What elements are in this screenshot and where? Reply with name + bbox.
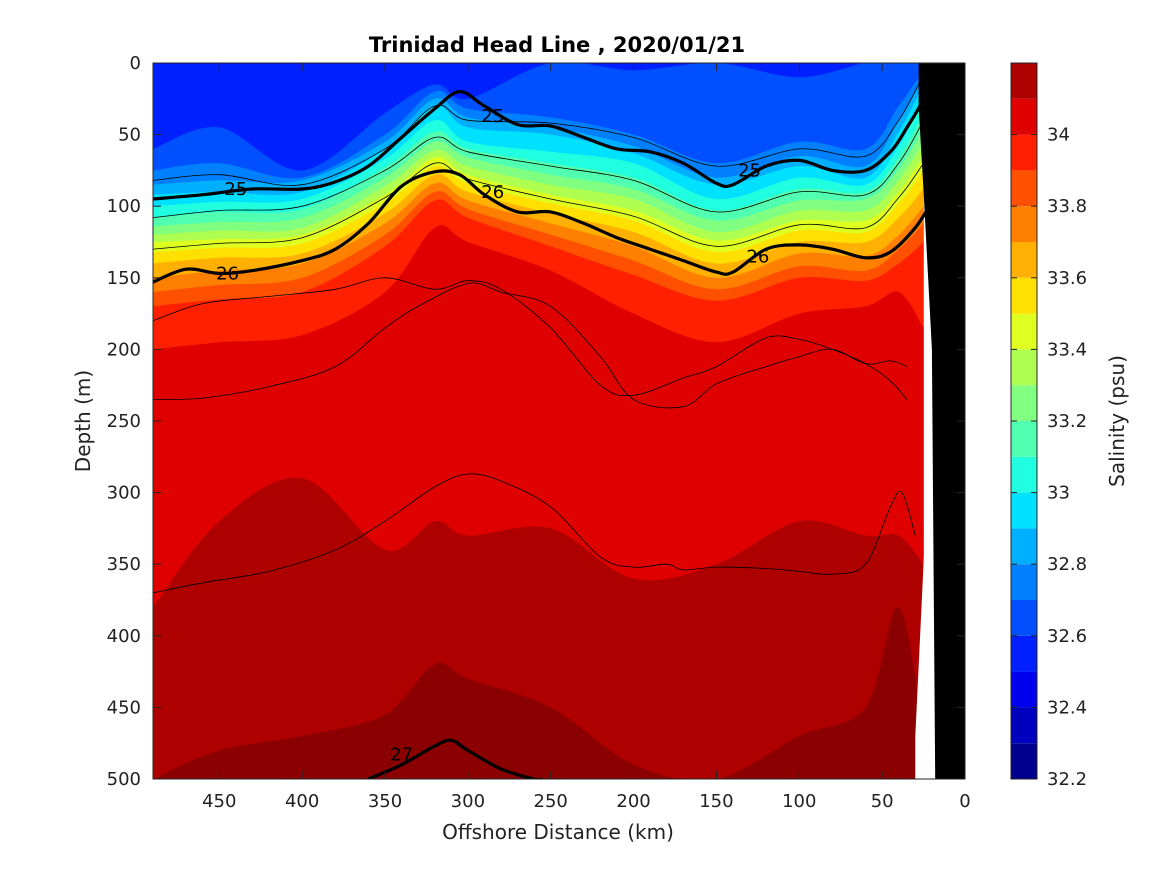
colorbar-swatch-0 — [1011, 743, 1037, 779]
isopycnal-label-26-2: 26 — [746, 246, 769, 267]
thin-contour-5 — [153, 473, 916, 594]
y-tick-label: 250 — [107, 411, 141, 432]
x-tick-label: 50 — [871, 791, 894, 812]
isopycnal-label-25-1: 25 — [481, 106, 504, 127]
x-tick-label: 350 — [368, 791, 402, 812]
colorbar-swatch-12 — [1011, 313, 1037, 350]
colorbar-swatch-16 — [1011, 170, 1037, 207]
bathymetry-mask — [915, 63, 965, 779]
isopycnal-label-27-0: 27 — [390, 745, 413, 766]
x-tick-label: 0 — [959, 791, 970, 812]
x-tick-label: 400 — [285, 791, 319, 812]
thin-contour-0 — [153, 74, 924, 186]
x-tick-label: 100 — [782, 791, 816, 812]
colorbar-swatch-7 — [1011, 492, 1037, 529]
x-tick-label: 200 — [616, 791, 650, 812]
y-tick-label: 150 — [107, 268, 141, 289]
thin-contour-2 — [153, 162, 924, 250]
y-tick-label: 0 — [130, 53, 141, 74]
colorbar-tick-label: 32.8 — [1047, 554, 1087, 575]
colorbar-swatch-4 — [1011, 600, 1037, 636]
x-axis-ticks: 450 400 350 300 250 200 150 100 50 0 — [202, 63, 971, 812]
thin-contour-4 — [153, 282, 908, 409]
plot-area: 25 25 25 26 26 26 27 — [153, 63, 965, 779]
y-tick-label: 100 — [107, 196, 141, 217]
thin-contour-1 — [153, 120, 924, 219]
y-tick-label: 400 — [107, 626, 141, 647]
colorbar-swatch-10 — [1011, 385, 1037, 421]
chart-title: Trinidad Head Line , 2020/01/21 — [369, 33, 745, 57]
colorbar-swatch-5 — [1011, 564, 1037, 600]
salinity-layer-16 — [153, 477, 924, 779]
colorbar-swatch-18 — [1011, 98, 1037, 135]
isopycnal-label-25-2: 25 — [738, 160, 761, 181]
x-tick-label: 150 — [699, 791, 733, 812]
salinity-fill-layers — [153, 63, 924, 779]
colorbar-tick-label: 33.4 — [1047, 339, 1087, 360]
y-axis-ticks: 0 50 100 150 200 250 300 350 400 450 500 — [107, 53, 965, 790]
colorbar-label: Salinity (psu) — [1105, 355, 1129, 487]
isopycnal-26 — [153, 169, 934, 284]
y-axis-label: Depth (m) — [71, 370, 95, 472]
y-tick-label: 450 — [107, 697, 141, 718]
x-tick-label: 300 — [451, 791, 485, 812]
colorbar-tick-label: 34 — [1047, 125, 1070, 146]
colorbar-tick-label: 33.8 — [1047, 196, 1087, 217]
colorbar-tick-label: 33.6 — [1047, 268, 1087, 289]
isopycnal-contours: 25 25 25 26 26 26 27 — [153, 69, 934, 779]
x-tick-label: 250 — [534, 791, 568, 812]
colorbar-swatch-8 — [1011, 456, 1037, 493]
y-tick-label: 300 — [107, 483, 141, 504]
colorbar-swatch-9 — [1011, 421, 1037, 457]
isopycnal-label-25-0: 25 — [224, 179, 247, 200]
isopycnal-label-26-0: 26 — [216, 264, 239, 285]
y-tick-label: 200 — [107, 339, 141, 360]
colorbar-tick-label: 32.4 — [1047, 697, 1087, 718]
colorbar-tick-label: 33.2 — [1047, 411, 1087, 432]
y-tick-label: 350 — [107, 554, 141, 575]
isopycnal-25 — [153, 69, 934, 201]
colorbar-swatch-17 — [1011, 134, 1037, 171]
colorbar-swatch-1 — [1011, 707, 1037, 744]
thin-density-contours — [153, 74, 924, 594]
colorbar-swatch-2 — [1011, 671, 1037, 708]
colorbar-tick-label: 32.2 — [1047, 769, 1087, 790]
y-tick-label: 50 — [118, 125, 141, 146]
y-tick-label: 500 — [107, 769, 141, 790]
colorbar-swatch-15 — [1011, 206, 1037, 242]
colorbar-tick-label: 32.6 — [1047, 626, 1087, 647]
colorbar-swatch-11 — [1011, 349, 1037, 386]
colorbar-tick-label: 33 — [1047, 483, 1070, 504]
colorbar-swatch-13 — [1011, 277, 1037, 314]
colorbar-swatch-19 — [1011, 63, 1037, 99]
colorbar-swatch-3 — [1011, 635, 1037, 672]
isopycnal-label-26-1: 26 — [481, 182, 504, 203]
x-axis-label: Offshore Distance (km) — [442, 820, 674, 844]
salinity-layer-17 — [153, 607, 924, 779]
x-tick-label: 450 — [202, 791, 236, 812]
colorbar: 34 33.8 33.6 33.4 33.2 33 32.8 32.6 32.4 32.2 — [1010, 62, 1087, 790]
bathymetry-mask — [918, 63, 965, 779]
colorbar-swatch-14 — [1011, 242, 1037, 278]
colorbar-swatch-6 — [1011, 528, 1037, 565]
